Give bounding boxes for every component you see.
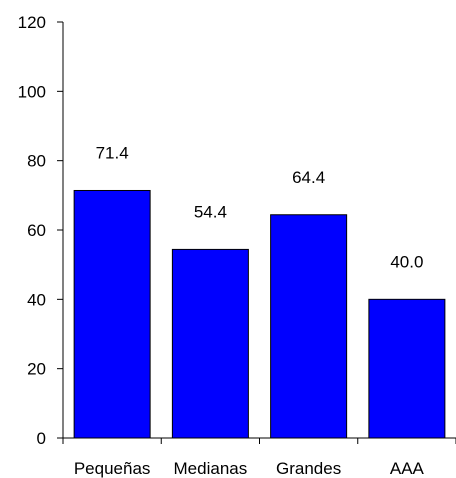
y-axis: 0 20 40 60 80 100 120 (18, 13, 64, 448)
category-label-1: Medianas (174, 459, 248, 478)
bars-group (73, 189, 446, 439)
y-tick-label-4: 80 (27, 152, 46, 171)
y-tick-label-3: 60 (27, 221, 46, 240)
bar-0 (73, 189, 151, 439)
x-axis: Pequeñas Medianas Grandes AAA (62, 437, 456, 478)
data-labels-group: 71.4 54.4 64.4 40.0 (96, 143, 424, 271)
y-tick-label-1: 20 (27, 360, 46, 379)
y-tick-label-6: 120 (18, 13, 46, 32)
y-tick-label-5: 100 (18, 82, 46, 101)
y-tick-label-0: 0 (37, 429, 46, 448)
category-label-3: AAA (390, 459, 425, 478)
bar-2 (270, 214, 348, 439)
data-label-0: 71.4 (96, 143, 129, 162)
bar-1 (171, 248, 249, 439)
data-label-1: 54.4 (194, 202, 227, 221)
category-label-2: Grandes (276, 459, 341, 478)
bar-3 (368, 298, 446, 439)
data-label-2: 64.4 (292, 168, 325, 187)
category-label-0: Pequeñas (74, 459, 151, 478)
data-label-3: 40.0 (390, 252, 423, 271)
y-tick-label-2: 40 (27, 290, 46, 309)
